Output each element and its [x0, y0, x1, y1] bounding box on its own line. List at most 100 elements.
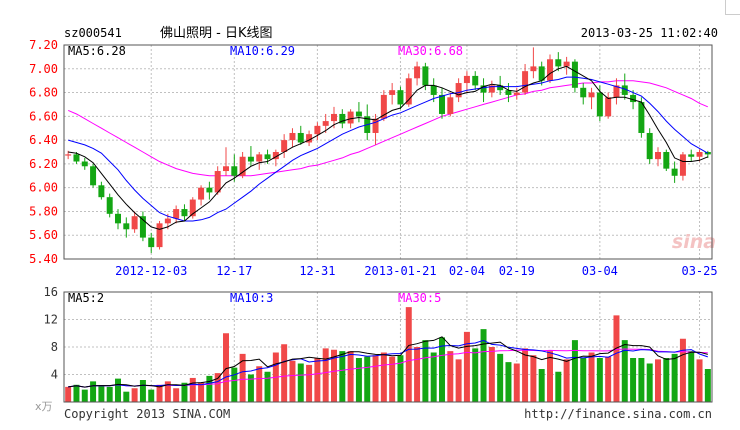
candle-body	[646, 132, 653, 160]
volume-bar	[530, 355, 537, 402]
candle-body	[206, 187, 213, 193]
price-y-tick-label: 5.40	[29, 252, 58, 266]
price-legend-ma30: MA30:6.68	[398, 44, 463, 58]
volume-bar	[696, 359, 703, 402]
volume-bar	[555, 371, 562, 402]
candle-body	[164, 218, 171, 224]
volume-bar	[198, 382, 205, 402]
candle-body	[430, 85, 437, 95]
candle-body	[613, 85, 620, 98]
price-y-tick-label: 7.00	[29, 62, 58, 76]
date-tick-label: 03-04	[582, 264, 618, 278]
volume-legend: MA5:2 MA10:3 MA30:5	[68, 291, 441, 305]
candle-body	[272, 152, 279, 160]
candle-body	[596, 92, 603, 117]
copyright-text: Copyright 2013 SINA.COM	[64, 407, 230, 421]
candle-body	[81, 161, 88, 167]
candle-body	[696, 152, 703, 157]
volume-y-tick-label: 16	[44, 285, 58, 299]
candle-body	[239, 156, 246, 176]
price-y-tick-label: 6.40	[29, 133, 58, 147]
candle-body	[173, 209, 180, 219]
volume-y-tick-label: 8	[51, 340, 58, 354]
candle-body	[663, 152, 670, 169]
volume-bar	[380, 352, 387, 402]
volume-bar	[538, 369, 545, 402]
volume-y-tick-label: 12	[44, 313, 58, 327]
candle-body	[679, 154, 686, 176]
volume-bars-layer	[65, 307, 711, 402]
candle-body	[73, 154, 80, 162]
volume-bar	[580, 358, 587, 402]
volume-unit-label: x万	[35, 400, 53, 413]
candle-body	[505, 90, 512, 95]
source-url: http://finance.sina.com.cn	[524, 407, 712, 421]
volume-bar	[588, 352, 595, 402]
volume-bar	[123, 391, 130, 402]
volume-bar	[646, 363, 653, 402]
volume-bar	[281, 344, 288, 402]
volume-bar	[355, 358, 362, 402]
candle-body	[148, 237, 155, 248]
price-y-axis-labels: 7.20 7.00 6.80 6.60 6.40 6.20 6.00 5.80 5.60 5.40	[29, 38, 58, 266]
candle-body	[555, 59, 562, 67]
price-y-tick-label: 5.80	[29, 204, 58, 218]
volume-ma30-line	[68, 348, 708, 388]
candle-body	[497, 85, 504, 91]
volume-bar	[414, 347, 421, 402]
price-frame	[63, 44, 713, 260]
date-axis-labels: 2012-12-03 12-17 12-31 2013-01-21 02-04 02-19…	[115, 264, 717, 278]
price-y-tick-label: 6.80	[29, 86, 58, 100]
volume-bar	[497, 353, 504, 402]
volume-ma30-line	[68, 348, 708, 388]
candle-body	[563, 61, 570, 67]
candle-body	[247, 156, 254, 162]
candle-body	[289, 132, 296, 141]
candle-body	[231, 166, 238, 176]
price-y-tick-label: 6.20	[29, 157, 58, 171]
price-legend-ma5: MA5:6.28	[68, 44, 126, 58]
date-tick-label: 02-04	[449, 264, 485, 278]
volume-bar	[372, 355, 379, 402]
volume-bar	[463, 331, 470, 402]
candle-body	[389, 90, 396, 95]
volume-bar	[106, 386, 113, 402]
volume-bar	[455, 359, 462, 402]
candle-body	[264, 154, 271, 160]
volume-bar	[663, 358, 670, 402]
watermark-text: sina	[672, 231, 716, 253]
candle-body	[90, 166, 97, 186]
volume-bar	[671, 353, 678, 402]
candle-body	[372, 118, 379, 133]
candle-body	[281, 140, 288, 152]
candle-body	[439, 94, 445, 114]
volume-bar	[513, 363, 520, 402]
candle-body	[472, 75, 479, 86]
price-y-tick-label: 7.20	[29, 38, 58, 52]
volume-legend-ma30: MA30:5	[398, 291, 441, 305]
volume-bar	[247, 374, 254, 402]
candle-body	[297, 132, 304, 143]
candle-body	[522, 71, 529, 93]
volume-bar	[231, 367, 238, 402]
candle-body	[463, 75, 470, 84]
volume-legend-ma5: MA5:2	[68, 291, 104, 305]
volume-bar	[688, 351, 695, 402]
volume-y-tick-label: 4	[51, 368, 58, 382]
date-tick-label: 2012-12-03	[115, 264, 187, 278]
candle-body	[331, 113, 337, 122]
candle-body	[547, 59, 553, 81]
volume-bar	[571, 340, 578, 402]
volume-bar	[256, 366, 263, 402]
candle-body	[256, 154, 263, 162]
volume-bar	[306, 364, 313, 402]
date-tick-label: 2013-01-21	[364, 264, 436, 278]
candle-body	[65, 154, 72, 156]
candle-body	[139, 216, 146, 238]
volume-bar	[439, 337, 445, 402]
volume-bar	[115, 378, 121, 402]
candle-body	[605, 97, 612, 117]
volume-bar	[522, 348, 529, 402]
volume-ma10-line	[68, 339, 708, 388]
volume-bar	[422, 340, 429, 402]
